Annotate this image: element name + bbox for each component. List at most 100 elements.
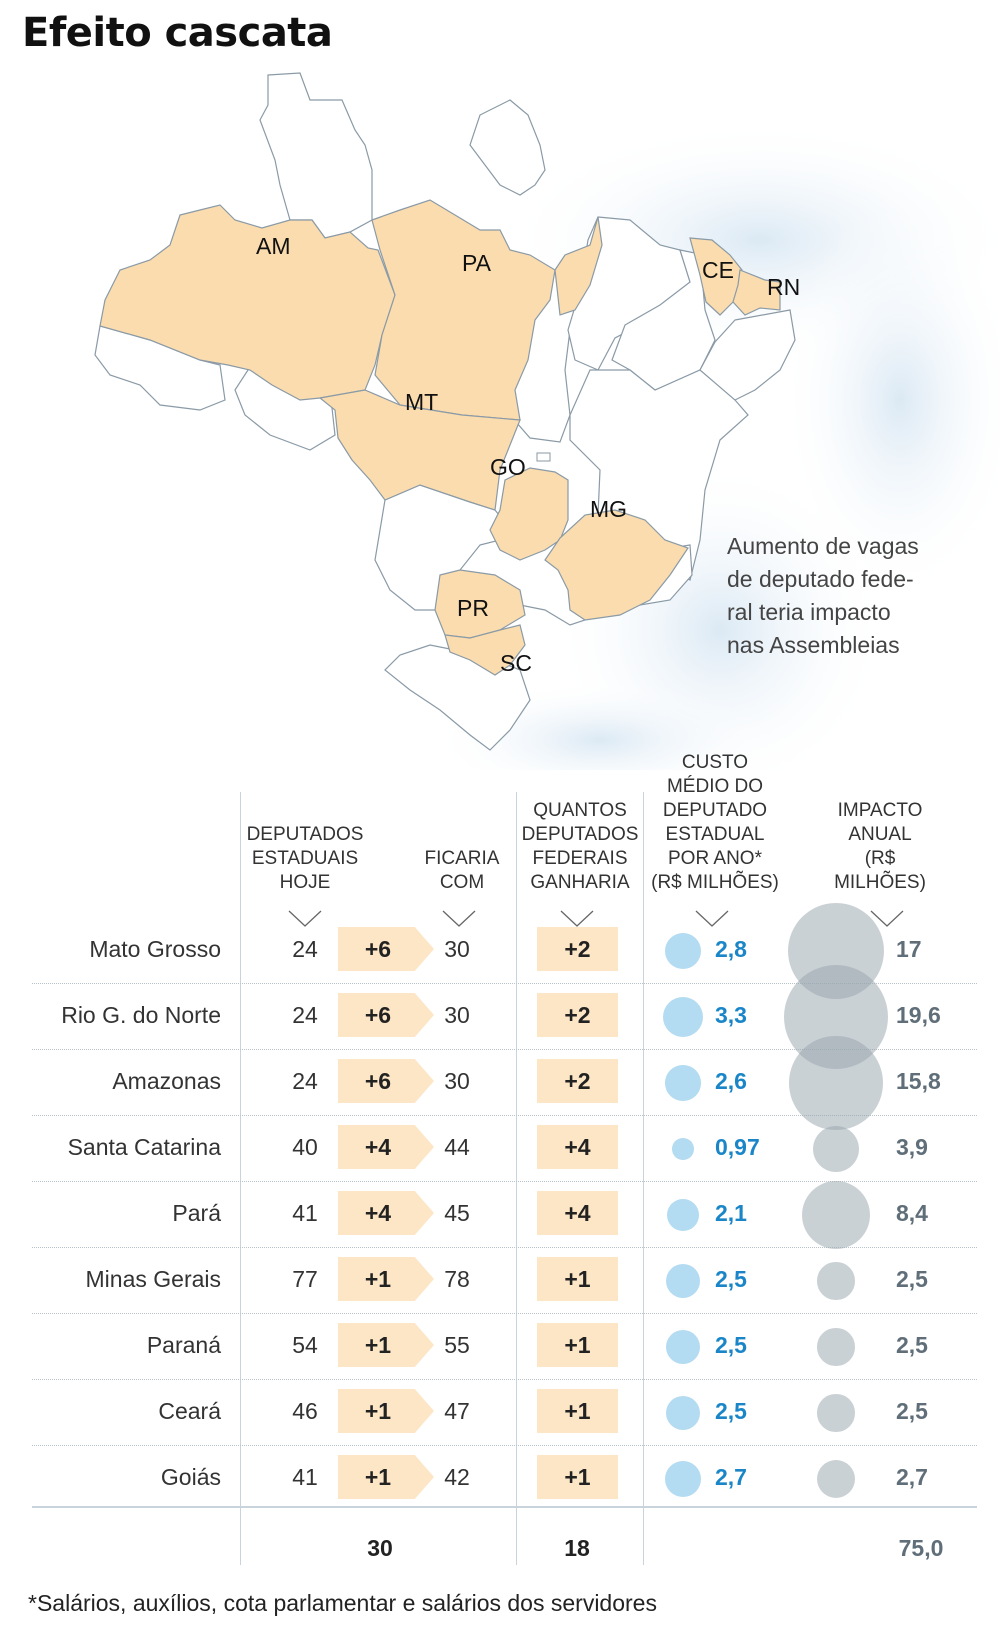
map-label-rn: RN — [767, 274, 800, 300]
custo-dot — [665, 1263, 701, 1299]
impacto-value: 17 — [896, 936, 922, 962]
ficaria-com: 55 — [444, 1332, 470, 1358]
increase-value: +1 — [364, 1332, 392, 1358]
increase-value: +1 — [364, 1464, 392, 1490]
deputados-hoje: 24 — [292, 1002, 318, 1028]
state-name: Ceará — [158, 1398, 221, 1424]
federais-box — [537, 1125, 618, 1169]
header-line: CUSTO — [681, 752, 749, 773]
impacto-bubble — [817, 1328, 855, 1366]
custo-dot — [667, 1199, 699, 1231]
column-divider — [643, 792, 644, 1565]
increase-arrow — [338, 1389, 434, 1433]
impacto-value: 2,7 — [896, 1464, 928, 1490]
header-custo: CUSTO MÉDIO DO DEPUTADO ESTADUAL POR ANO… — [645, 751, 785, 895]
row-separator — [32, 1313, 977, 1314]
impacto-bubble — [812, 1125, 860, 1173]
row-separator — [32, 1115, 977, 1116]
federais-value: +1 — [564, 1464, 591, 1490]
federais-box — [537, 1059, 618, 1103]
custo-value: 2,5 — [715, 1332, 747, 1358]
increase-value: +4 — [364, 1134, 392, 1160]
custo-dot — [665, 1065, 701, 1101]
highlighted-states — [99, 199, 781, 676]
deputados-hoje: 24 — [292, 936, 318, 962]
header-line: (R$ — [864, 848, 896, 869]
deputados-hoje: 24 — [292, 1068, 318, 1094]
increase-arrow — [338, 1125, 434, 1169]
custo-value: 2,1 — [715, 1200, 747, 1226]
impacto-bubble — [801, 1180, 871, 1250]
ficaria-com: 78 — [444, 1266, 470, 1292]
row-separator — [32, 1181, 977, 1182]
federais-value: +1 — [564, 1398, 591, 1424]
increase-arrow — [338, 1455, 434, 1499]
impacto-value: 2,5 — [896, 1398, 928, 1424]
federais-value: +1 — [564, 1332, 591, 1358]
custo-value: 3,3 — [715, 1002, 747, 1028]
header-line: ESTADUAL — [665, 824, 765, 845]
federais-value: +2 — [564, 1068, 591, 1094]
total-impacto: 75,0 — [898, 1535, 944, 1561]
increase-arrow — [338, 993, 434, 1037]
row-separator — [32, 1049, 977, 1050]
custo-dot — [672, 1138, 694, 1160]
header-ficaria-com: FICARIA COM — [422, 847, 502, 895]
map-label-mt: MT — [405, 389, 438, 415]
header-line: MÉDIO DO — [666, 776, 764, 797]
custo-value: 0,97 — [715, 1134, 760, 1160]
table-bottom-rule — [32, 1506, 977, 1508]
row-separator — [32, 983, 977, 984]
federais-value: +4 — [564, 1134, 591, 1160]
chevron-down-icon — [442, 910, 476, 927]
ficaria-com: 42 — [444, 1464, 470, 1490]
impacto-value: 2,5 — [896, 1266, 928, 1292]
increase-arrow — [338, 1191, 434, 1235]
table-row: Santa Catarina 40 +4 44 +4 0,97 3,9 — [0, 1116, 1000, 1182]
map-label-pr: PR — [457, 595, 489, 621]
increase-value: +6 — [364, 1068, 392, 1094]
custo-value: 2,5 — [715, 1398, 747, 1424]
custo-value: 2,6 — [715, 1068, 747, 1094]
federais-value: +4 — [564, 1200, 591, 1226]
header-line: GANHARIA — [530, 872, 630, 893]
ficaria-com: 45 — [444, 1200, 470, 1226]
ficaria-com: 30 — [444, 936, 470, 962]
header-line: IMPACTO — [837, 800, 923, 821]
state-name: Mato Grosso — [89, 936, 221, 962]
table-row: Paraná 54 +1 55 +1 2,5 2,5 — [0, 1314, 1000, 1380]
table-row: Amazonas 24 +6 30 +2 2,6 15,8 — [0, 1050, 1000, 1116]
header-line: DEPUTADO — [662, 800, 768, 821]
federais-box — [537, 993, 618, 1037]
deputados-hoje: 54 — [292, 1332, 318, 1358]
state-name: Paraná — [146, 1332, 221, 1358]
header-line: POR ANO* — [668, 848, 762, 869]
row-separator — [32, 1379, 977, 1380]
deputados-hoje: 77 — [292, 1266, 318, 1292]
total-aumento: 30 — [367, 1535, 393, 1561]
impacto-bubble — [816, 1459, 856, 1499]
impacto-value: 15,8 — [896, 1068, 941, 1094]
state-name: Amazonas — [112, 1068, 221, 1094]
map-label-am: AM — [256, 233, 291, 259]
state-name: Goiás — [160, 1464, 221, 1490]
federais-value: +2 — [564, 936, 591, 962]
increase-value: +1 — [364, 1398, 392, 1424]
impacto-value: 8,4 — [896, 1200, 928, 1226]
deputados-hoje: 41 — [292, 1200, 318, 1226]
federal-district-marker — [536, 452, 551, 462]
row-separator — [32, 1247, 977, 1248]
chevron-down-icon — [288, 910, 322, 927]
header-line: FICARIA — [424, 848, 500, 869]
table-row: Rio G. do Norte 24 +6 30 +2 3,3 19,6 — [0, 984, 1000, 1050]
header-line: (R$ MILHÕES) — [651, 872, 779, 893]
header-federais: QUANTOS DEPUTADOS FEDERAIS GANHARIA — [518, 799, 642, 895]
header-line: FEDERAIS — [532, 848, 628, 869]
impacto-bubble — [817, 1262, 855, 1300]
header-line: COM — [439, 872, 485, 893]
federais-box — [537, 1191, 618, 1235]
table-row: Minas Gerais 77 +1 78 +1 2,5 2,5 — [0, 1248, 1000, 1314]
header-impacto: IMPACTO ANUAL (R$ MILHÕES) — [820, 799, 940, 895]
header-line: DEPUTADOS — [521, 824, 639, 845]
chevron-down-icon — [695, 910, 729, 927]
